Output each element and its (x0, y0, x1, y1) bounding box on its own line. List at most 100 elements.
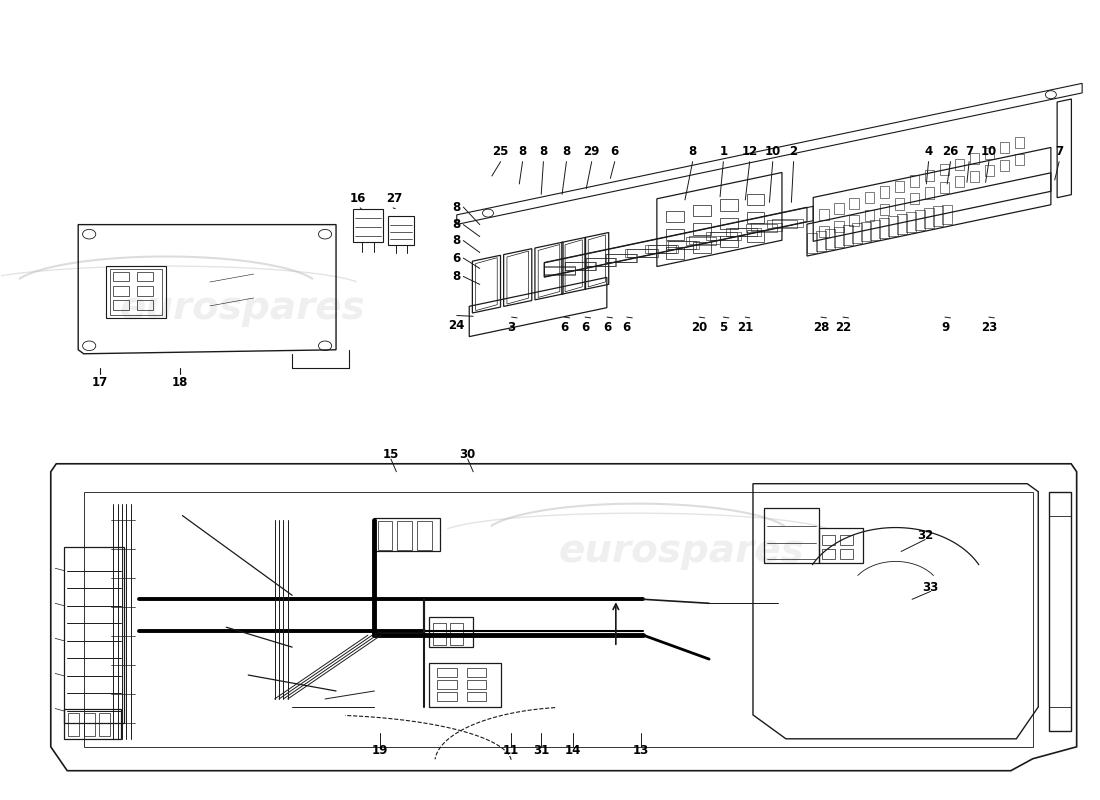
Bar (764, 508, 818, 563)
Bar (865, 192, 874, 203)
Bar (969, 154, 979, 165)
Bar (969, 170, 979, 182)
Bar (606, 254, 637, 262)
Bar (835, 203, 845, 214)
Text: 6: 6 (560, 321, 569, 334)
Text: 8: 8 (452, 201, 461, 214)
Bar (565, 262, 596, 270)
Bar (751, 223, 782, 231)
Text: 33: 33 (923, 581, 939, 594)
Text: 1: 1 (719, 145, 727, 158)
Bar (825, 229, 835, 249)
Text: 17: 17 (92, 376, 108, 389)
Bar (585, 258, 615, 266)
Bar (113, 300, 129, 310)
Bar (820, 226, 829, 238)
Bar (839, 534, 853, 545)
Text: 8: 8 (518, 145, 527, 158)
Text: 8: 8 (452, 218, 461, 231)
Text: 14: 14 (565, 744, 581, 758)
Bar (564, 262, 595, 270)
Bar (585, 258, 616, 266)
Bar (387, 216, 414, 245)
Bar (924, 187, 934, 198)
Bar (429, 617, 473, 647)
Bar (720, 199, 738, 210)
Bar (706, 233, 737, 241)
Bar (1000, 160, 1010, 171)
Bar (910, 193, 920, 204)
Text: 30: 30 (460, 448, 476, 461)
Bar (627, 250, 658, 258)
Bar (84, 714, 95, 736)
Text: 31: 31 (534, 744, 549, 758)
Bar (432, 623, 446, 645)
Bar (820, 209, 829, 220)
Text: 3: 3 (507, 321, 516, 334)
Bar (905, 212, 915, 232)
Bar (955, 158, 965, 170)
Bar (924, 208, 934, 228)
Bar (880, 186, 890, 198)
Bar (984, 166, 994, 177)
Text: 22: 22 (835, 321, 851, 334)
Bar (450, 623, 463, 645)
Text: 6: 6 (623, 321, 631, 334)
Bar (666, 241, 696, 249)
Bar (693, 242, 711, 253)
Bar (685, 237, 716, 245)
Bar (1049, 492, 1071, 731)
Bar (138, 272, 153, 282)
Text: 8: 8 (562, 145, 571, 158)
Bar (377, 521, 392, 550)
Bar (417, 521, 431, 550)
Text: 24: 24 (449, 319, 465, 332)
Bar (870, 220, 880, 240)
Text: 4: 4 (924, 145, 933, 158)
Bar (374, 518, 440, 551)
Text: 6: 6 (603, 321, 612, 334)
Text: 7: 7 (1055, 145, 1064, 158)
Bar (894, 181, 904, 192)
Bar (849, 198, 859, 209)
Bar (710, 232, 740, 240)
Bar (849, 215, 859, 226)
Bar (839, 549, 853, 559)
Bar (466, 668, 486, 677)
Text: 26: 26 (943, 145, 959, 158)
Text: 32: 32 (917, 529, 934, 542)
Bar (646, 246, 676, 253)
Text: 10: 10 (981, 145, 997, 158)
Bar (352, 209, 383, 242)
Bar (843, 226, 852, 246)
Text: 8: 8 (539, 145, 548, 158)
Bar (466, 692, 486, 701)
Bar (851, 223, 861, 243)
Bar (896, 214, 906, 234)
Bar (689, 236, 719, 244)
Bar (861, 222, 871, 242)
Bar (818, 527, 862, 563)
Bar (138, 300, 153, 310)
Bar (865, 210, 874, 221)
Bar (726, 228, 757, 236)
Bar (544, 267, 575, 275)
Bar (939, 182, 949, 193)
Text: 15: 15 (383, 448, 399, 461)
Bar (879, 218, 889, 238)
Bar (747, 224, 777, 232)
Bar (669, 241, 700, 249)
Text: 18: 18 (172, 376, 188, 389)
Bar (466, 680, 486, 689)
Bar (113, 286, 129, 295)
Bar (693, 223, 711, 234)
Bar (667, 247, 684, 258)
Bar (720, 236, 738, 247)
Bar (648, 245, 679, 253)
Text: 29: 29 (583, 145, 600, 158)
Text: 28: 28 (813, 321, 829, 334)
Bar (437, 680, 456, 689)
Bar (747, 230, 764, 242)
Bar (822, 549, 835, 559)
Bar (429, 663, 500, 707)
